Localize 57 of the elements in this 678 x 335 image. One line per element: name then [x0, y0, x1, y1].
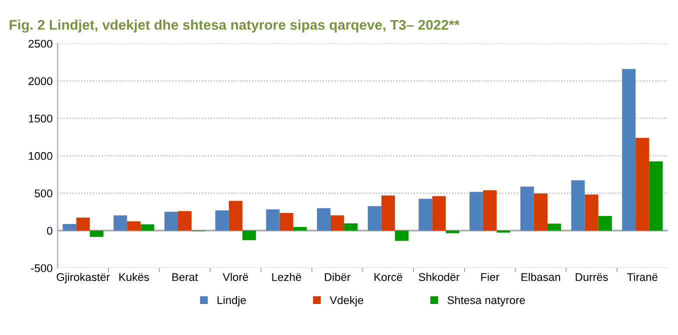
bar — [432, 196, 446, 231]
chart-title: Fig. 2 Lindjet, vdekjet dhe shtesa natyrore sipas qarqeve, T3– 2022** — [10, 20, 460, 33]
y-tick-label: 2000 — [28, 77, 52, 86]
bar — [483, 190, 497, 231]
x-tick-label: Korcë — [374, 273, 402, 282]
bar — [178, 211, 192, 231]
x-tick-label: Gjirokastër — [56, 272, 110, 284]
x-tick-label: Dibër — [324, 272, 350, 282]
bar — [394, 230, 408, 241]
bar — [368, 206, 382, 231]
bar — [293, 226, 307, 231]
bar — [446, 230, 460, 234]
y-tick-label: 0 — [47, 226, 52, 235]
legend-label: Lindje — [218, 296, 246, 306]
bar — [470, 192, 484, 231]
bar — [622, 69, 636, 231]
y-tick-label: 1500 — [28, 114, 52, 122]
bar — [90, 230, 104, 237]
bar — [316, 208, 331, 231]
bar — [76, 218, 90, 231]
bar — [571, 180, 585, 231]
x-tick-label: Durrës — [576, 273, 608, 282]
bar — [140, 224, 154, 231]
bar — [649, 161, 663, 231]
legend-label: Shtesa natyrore — [447, 296, 525, 306]
bar — [266, 209, 280, 231]
x-tick-label: Lezhë — [272, 272, 302, 282]
y-tick-label: 2500 — [28, 40, 52, 48]
y-tick-label: -500 — [31, 264, 52, 272]
x-tick-label: Fier — [481, 272, 500, 282]
bar — [344, 223, 358, 231]
bar — [62, 224, 76, 231]
bar — [242, 230, 256, 240]
legend-label: Vdekje — [330, 296, 364, 306]
bar — [547, 224, 562, 231]
bar — [520, 186, 534, 231]
bar — [418, 198, 432, 231]
x-tick-label: Elbasan — [522, 272, 560, 282]
y-tick-label: 1000 — [28, 152, 52, 160]
bar — [164, 212, 178, 231]
bar — [598, 216, 612, 231]
bar — [636, 138, 650, 231]
bar — [228, 200, 242, 231]
bar — [215, 210, 229, 231]
x-tick-label: Kukës — [119, 272, 149, 282]
bar — [584, 194, 598, 231]
x-tick-label: Berat — [172, 273, 198, 282]
x-tick-label: Vlorë — [222, 272, 248, 282]
x-tick-label: Tiranë — [627, 272, 658, 282]
bar — [381, 196, 395, 231]
x-tick-label: Shkodër — [418, 272, 460, 282]
bar — [280, 213, 294, 231]
bar — [330, 215, 344, 231]
y-tick-label: 500 — [34, 189, 52, 198]
bar — [114, 215, 128, 231]
bar — [127, 221, 141, 231]
bar — [534, 193, 548, 231]
